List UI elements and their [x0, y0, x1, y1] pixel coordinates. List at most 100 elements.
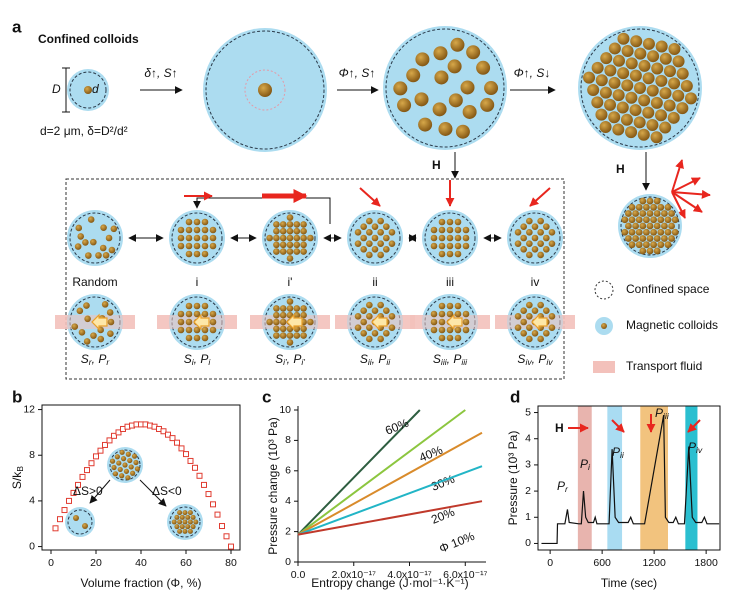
colloid [657, 241, 665, 249]
inset-arrow [139, 479, 167, 507]
x-tick-label: 4.0x10⁻¹⁷ [387, 569, 432, 581]
colloid [366, 313, 373, 320]
colloid [100, 224, 107, 231]
colloid [286, 241, 294, 249]
confined-boundary [67, 509, 93, 535]
x-axis-label: Volume fraction (Φ, %) [81, 576, 202, 590]
confined-boundary [580, 28, 700, 148]
colloid [612, 123, 625, 136]
dimension-label: D [52, 82, 61, 96]
colloid [625, 235, 632, 242]
field-label: H [616, 162, 625, 176]
colloid [642, 72, 655, 85]
state-label-part: iv [546, 357, 553, 367]
colloid [286, 214, 294, 221]
colloid [112, 471, 119, 477]
colloid [383, 223, 390, 230]
colloid [612, 89, 625, 102]
y-tick-label: 4 [285, 495, 291, 507]
state-name: i' [288, 275, 293, 289]
band [577, 406, 592, 550]
colloid [653, 197, 661, 205]
colloid [300, 248, 307, 255]
marker [205, 491, 212, 498]
data-line [297, 500, 483, 536]
colloid [279, 318, 287, 326]
state-label-part: iv [525, 357, 532, 367]
axes-frame [537, 405, 721, 551]
colloid [279, 325, 287, 333]
colloid [625, 126, 638, 139]
colloid [201, 250, 209, 258]
colloid [531, 234, 539, 242]
colloid [454, 334, 462, 342]
colloid [71, 323, 79, 330]
caption: d=2 μm, δ=D²/d² [40, 124, 128, 138]
colloid [393, 81, 408, 96]
colloid [655, 40, 668, 53]
colloid [383, 307, 390, 314]
colloid [366, 229, 373, 236]
colloid [643, 203, 650, 211]
colloid [548, 324, 556, 331]
panel-title: Confined colloids [38, 32, 139, 46]
colloid [657, 216, 665, 224]
colloid [446, 326, 454, 334]
colloid [612, 54, 625, 67]
marker [174, 439, 180, 446]
colloid [74, 243, 82, 250]
colloid [193, 226, 201, 234]
colloid [388, 313, 396, 320]
field-direction [529, 187, 551, 207]
colloid [655, 109, 668, 122]
colloid [543, 246, 550, 253]
colloid [638, 94, 651, 107]
colloid [84, 86, 92, 94]
peak-label: Piii [655, 406, 670, 421]
state-label-part: S [517, 352, 525, 366]
colloid [397, 98, 412, 113]
colloid [653, 235, 661, 242]
colloid [617, 67, 630, 80]
colloid [273, 311, 280, 319]
colloid [460, 80, 475, 95]
colloid [668, 210, 675, 217]
colloid [621, 228, 629, 236]
colloid [377, 301, 384, 309]
colloid [430, 326, 438, 334]
colloid [433, 46, 448, 61]
colloid [514, 229, 522, 236]
colloid [406, 68, 421, 83]
colloid [639, 210, 647, 217]
colloid [655, 74, 668, 87]
colloid [632, 210, 639, 217]
colloid [82, 523, 88, 529]
colloid [209, 310, 217, 318]
colloid [273, 318, 280, 326]
x-tick-label: 6.0x10⁻¹⁷ [443, 569, 488, 581]
y-tick-label: 5 [525, 406, 531, 418]
colloid [258, 83, 272, 97]
x-tick-label: 1800 [694, 557, 718, 569]
colloid [119, 473, 125, 479]
colloid [201, 310, 209, 318]
colloid [273, 234, 280, 242]
colloid [273, 241, 280, 249]
colloid [360, 223, 367, 230]
colloid [171, 519, 177, 525]
marker [192, 464, 198, 471]
colloid [526, 301, 533, 309]
colloid [193, 310, 201, 318]
y-tick-label: 10 [279, 404, 291, 416]
colloid [125, 475, 131, 481]
colloid [87, 216, 95, 223]
colloid [667, 111, 680, 124]
marker [210, 501, 216, 508]
state-name: ii [372, 275, 377, 289]
colloid [133, 459, 139, 466]
marker [52, 525, 59, 532]
colloid [185, 218, 193, 226]
colloid [193, 218, 201, 226]
colloid [300, 332, 307, 339]
colloid [430, 234, 438, 242]
